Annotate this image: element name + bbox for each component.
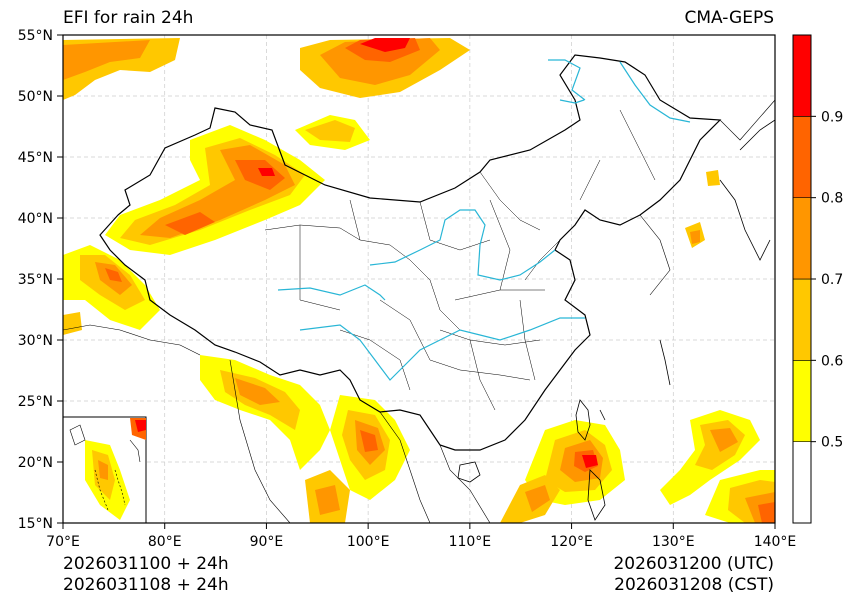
colorbar-segment <box>792 116 812 198</box>
axis-ticks: 70°E 80°E 90°E 100°E 110°E 120°E 130°E 140°E 55°… <box>18 28 797 550</box>
lon-tick-label: 140°E <box>754 534 797 550</box>
valid-time-cst: 2026031208 (CST) <box>614 575 774 595</box>
colorbar: 0.5 0.6 0.7 0.8 0.9 <box>792 34 843 524</box>
province-boundaries <box>264 109 656 411</box>
colorbar-label: 0.8 <box>821 191 843 207</box>
inset-map <box>62 416 147 524</box>
lon-tick-label: 120°E <box>550 534 593 550</box>
colorbar-segment <box>792 278 812 361</box>
lon-tick-label: 80°E <box>148 534 182 550</box>
forecast-valid-time: 2026031200 (UTC) 2026031208 (CST) <box>613 554 774 596</box>
country-boundaries <box>63 99 775 523</box>
lon-tick-label: 70°E <box>46 534 80 550</box>
colorbar-label: 0.5 <box>821 435 843 451</box>
coastlines <box>457 119 775 521</box>
colorbar-segment <box>792 360 812 442</box>
colorbar-label: 0.9 <box>821 109 843 125</box>
lat-tick-label: 30°N <box>18 333 53 349</box>
forecast-init-time: 2026031100 + 24h 2026031108 + 24h <box>63 554 229 596</box>
colorbar-label: 0.7 <box>821 272 843 288</box>
lon-tick-label: 130°E <box>652 534 695 550</box>
map-title: EFI for rain 24h <box>63 8 194 28</box>
lat-tick-label: 25°N <box>18 394 53 410</box>
lat-tick-label: 40°N <box>18 211 53 227</box>
lat-tick-label: 45°N <box>18 150 53 166</box>
lon-tick-label: 90°E <box>250 534 284 550</box>
lat-tick-label: 15°N <box>18 516 53 532</box>
model-name: CMA-GEPS <box>684 8 774 28</box>
lat-tick-label: 50°N <box>18 89 53 105</box>
valid-time-utc: 2026031200 (UTC) <box>613 554 774 574</box>
lon-tick-label: 100°E <box>347 534 390 550</box>
colorbar-label: 0.6 <box>821 353 843 369</box>
map-content <box>63 35 775 523</box>
rivers <box>277 59 691 381</box>
init-time-utc: 2026031100 + 24h <box>63 554 229 574</box>
colorbar-segment <box>792 34 812 117</box>
lon-tick-label: 110°E <box>449 534 492 550</box>
lat-tick-label: 20°N <box>18 455 53 471</box>
init-time-cst: 2026031108 + 24h <box>63 575 229 595</box>
colorbar-segment <box>792 197 812 280</box>
lat-tick-label: 35°N <box>18 272 53 288</box>
lat-tick-label: 55°N <box>18 28 53 44</box>
national-boundary <box>99 54 722 451</box>
colorbar-segment <box>792 441 812 524</box>
map-area <box>63 35 775 523</box>
efi-shading <box>63 38 775 523</box>
